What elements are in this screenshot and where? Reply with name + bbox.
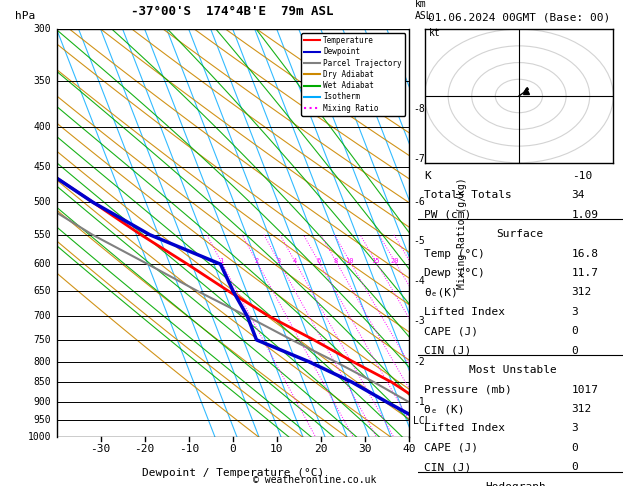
Text: 550: 550 xyxy=(33,230,51,240)
Text: 300: 300 xyxy=(33,24,51,34)
Text: θₑ (K): θₑ (K) xyxy=(425,404,465,414)
Text: θₑ(K): θₑ(K) xyxy=(425,287,458,297)
Text: 16.8: 16.8 xyxy=(572,248,599,259)
Text: hPa: hPa xyxy=(15,11,35,21)
Text: km
ASL: km ASL xyxy=(415,0,432,21)
Text: CAPE (J): CAPE (J) xyxy=(425,326,479,336)
Text: Lifted Index: Lifted Index xyxy=(425,423,506,434)
Text: Mixing Ratio (g/kg): Mixing Ratio (g/kg) xyxy=(457,177,467,289)
Text: 3: 3 xyxy=(572,307,578,317)
Text: 6: 6 xyxy=(316,259,321,264)
Text: 01.06.2024 00GMT (Base: 00): 01.06.2024 00GMT (Base: 00) xyxy=(428,12,610,22)
Text: 850: 850 xyxy=(33,377,51,387)
Text: Totals Totals: Totals Totals xyxy=(425,190,512,200)
Text: 34: 34 xyxy=(572,190,585,200)
Text: 800: 800 xyxy=(33,357,51,367)
Text: 10: 10 xyxy=(270,444,284,454)
Text: LCL: LCL xyxy=(413,416,431,426)
Text: 10: 10 xyxy=(345,259,354,264)
Text: 0: 0 xyxy=(572,462,578,472)
Text: 700: 700 xyxy=(33,312,51,321)
Text: 20: 20 xyxy=(391,259,399,264)
Text: 600: 600 xyxy=(33,259,51,269)
Text: 950: 950 xyxy=(33,415,51,425)
Text: 312: 312 xyxy=(572,404,592,414)
Text: CIN (J): CIN (J) xyxy=(425,346,472,356)
Text: 400: 400 xyxy=(33,122,51,132)
Text: 650: 650 xyxy=(33,286,51,296)
Text: -37°00'S  174°4B'E  79m ASL: -37°00'S 174°4B'E 79m ASL xyxy=(131,5,334,18)
Text: 11.7: 11.7 xyxy=(572,268,599,278)
Text: Surface: Surface xyxy=(496,229,543,239)
Text: 312: 312 xyxy=(572,287,592,297)
Text: -20: -20 xyxy=(135,444,155,454)
Text: 1017: 1017 xyxy=(572,384,599,395)
Text: 450: 450 xyxy=(33,162,51,172)
Text: -8: -8 xyxy=(413,104,425,114)
Text: Dewpoint / Temperature (°C): Dewpoint / Temperature (°C) xyxy=(142,468,324,478)
Text: 0: 0 xyxy=(572,346,578,356)
Text: 0: 0 xyxy=(572,443,578,453)
Text: PW (cm): PW (cm) xyxy=(425,209,472,220)
Text: -30: -30 xyxy=(91,444,111,454)
Text: -2: -2 xyxy=(413,357,425,367)
Text: CAPE (J): CAPE (J) xyxy=(425,443,479,453)
Text: 20: 20 xyxy=(314,444,328,454)
Text: 15: 15 xyxy=(372,259,380,264)
Text: 750: 750 xyxy=(33,335,51,345)
Text: -5: -5 xyxy=(413,236,425,246)
Text: Hodograph: Hodograph xyxy=(486,482,547,486)
Text: Most Unstable: Most Unstable xyxy=(469,365,557,375)
Text: -6: -6 xyxy=(413,197,425,208)
Text: Lifted Index: Lifted Index xyxy=(425,307,506,317)
Text: -1: -1 xyxy=(413,397,425,407)
Text: 8: 8 xyxy=(334,259,338,264)
Text: Dewp (°C): Dewp (°C) xyxy=(425,268,485,278)
Text: -3: -3 xyxy=(413,316,425,326)
Text: 30: 30 xyxy=(358,444,372,454)
Text: -10: -10 xyxy=(179,444,199,454)
Text: 900: 900 xyxy=(33,397,51,407)
Text: 350: 350 xyxy=(33,76,51,87)
Text: 0: 0 xyxy=(572,326,578,336)
Text: 1: 1 xyxy=(219,259,223,264)
Text: 2: 2 xyxy=(255,259,259,264)
Text: 0: 0 xyxy=(230,444,236,454)
Text: CIN (J): CIN (J) xyxy=(425,462,472,472)
Text: Pressure (mb): Pressure (mb) xyxy=(425,384,512,395)
Text: Temp (°C): Temp (°C) xyxy=(425,248,485,259)
Text: © weatheronline.co.uk: © weatheronline.co.uk xyxy=(253,474,376,485)
Text: K: K xyxy=(425,171,431,181)
Text: -10: -10 xyxy=(572,171,592,181)
Text: -4: -4 xyxy=(413,276,425,286)
Text: 1000: 1000 xyxy=(28,433,51,442)
Text: 3: 3 xyxy=(277,259,281,264)
Text: kt: kt xyxy=(430,28,441,38)
Text: 1.09: 1.09 xyxy=(572,209,599,220)
Text: -7: -7 xyxy=(413,154,425,164)
Text: 4: 4 xyxy=(292,259,297,264)
Legend: Temperature, Dewpoint, Parcel Trajectory, Dry Adiabat, Wet Adiabat, Isotherm, Mi: Temperature, Dewpoint, Parcel Trajectory… xyxy=(301,33,405,116)
Text: 3: 3 xyxy=(572,423,578,434)
Text: 40: 40 xyxy=(402,444,416,454)
Text: 500: 500 xyxy=(33,197,51,208)
